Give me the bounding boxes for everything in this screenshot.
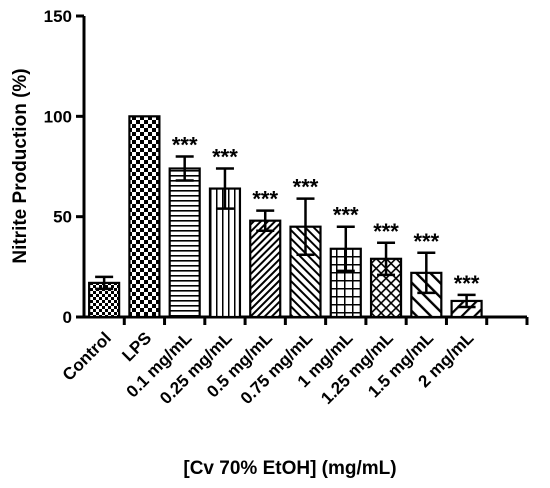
error-bar bbox=[175, 155, 194, 182]
y-tick-label: 100 bbox=[44, 107, 72, 126]
x-axis bbox=[84, 315, 529, 325]
x-tick-label: Control bbox=[59, 328, 115, 384]
significance-labels: *** *** *** *** *** *** *** *** bbox=[172, 132, 480, 295]
significance-label: *** bbox=[413, 229, 439, 254]
error-bar bbox=[95, 275, 114, 291]
significance-label: *** bbox=[212, 145, 238, 170]
y-axis-title: Nitrite Production (%) bbox=[10, 68, 31, 263]
significance-label: *** bbox=[454, 271, 480, 296]
significance-label: *** bbox=[293, 175, 319, 200]
bar-0-25-mg-ml bbox=[208, 187, 242, 319]
error-bar bbox=[215, 167, 234, 210]
bar-lps bbox=[128, 115, 161, 319]
error-bar bbox=[336, 225, 355, 273]
error-bars bbox=[95, 155, 476, 309]
error-bar bbox=[256, 209, 275, 232]
significance-label: *** bbox=[333, 203, 359, 228]
bar-0-5-mg-ml bbox=[249, 219, 282, 319]
significance-label: *** bbox=[373, 219, 399, 244]
significance-label: *** bbox=[252, 187, 278, 212]
x-axis-title: [Cv 70% EtOH] (mg/mL) bbox=[183, 458, 396, 479]
error-bar bbox=[377, 241, 396, 277]
bars bbox=[88, 115, 483, 319]
error-bar bbox=[296, 197, 315, 257]
error-bar bbox=[457, 293, 476, 309]
y-tick-label: 50 bbox=[53, 208, 72, 227]
y-axis: 0 50 100 150 bbox=[44, 7, 86, 327]
bar-0-1-mg-ml bbox=[168, 167, 201, 319]
error-bar bbox=[417, 251, 436, 295]
significance-label: *** bbox=[172, 132, 198, 157]
y-tick-label: 0 bbox=[63, 308, 72, 327]
y-tick-label: 150 bbox=[44, 7, 72, 26]
